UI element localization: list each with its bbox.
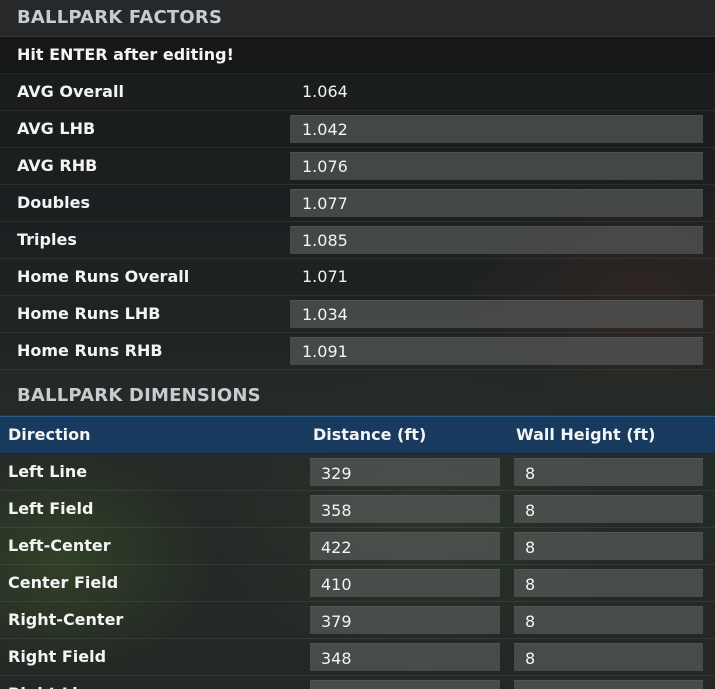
- factor-row-avg-overall: AVG Overall 1.064: [0, 74, 715, 111]
- factor-input-value: 1.076: [302, 157, 348, 176]
- distance-value: 422: [321, 538, 352, 557]
- factor-row-home-runs-lhb: Home Runs LHB 1.034: [0, 296, 715, 333]
- wall-height-value: 8: [525, 612, 536, 631]
- dimensions-table-header: Direction Distance (ft) Wall Height (ft): [0, 416, 715, 454]
- factor-label: Doubles: [17, 193, 90, 212]
- distance-value: 379: [321, 612, 352, 631]
- wall-height-value: 8: [525, 501, 536, 520]
- factor-input-value: 1.034: [302, 305, 348, 324]
- wall-height-value: 8: [525, 464, 536, 483]
- factor-input-avg-rhb[interactable]: 1.076: [290, 152, 703, 180]
- distance-value: 410: [321, 575, 352, 594]
- factor-label: AVG Overall: [17, 82, 124, 101]
- dimension-row-right-center: Right-Center 379 8: [0, 602, 715, 639]
- distance-value: 329: [321, 464, 352, 483]
- factor-row-doubles: Doubles 1.077: [0, 185, 715, 222]
- column-header-wall-height: Wall Height (ft): [516, 425, 656, 444]
- distance-value: 358: [321, 501, 352, 520]
- direction-label: Right Field: [8, 647, 107, 666]
- direction-label: Right-Center: [8, 610, 124, 629]
- distance-input[interactable]: 422: [310, 532, 500, 560]
- distance-input[interactable]: 348: [310, 643, 500, 671]
- column-header-direction: Direction: [8, 425, 91, 444]
- factor-label: Home Runs LHB: [17, 304, 161, 323]
- factor-input-value: 1.042: [302, 120, 348, 139]
- wall-height-input[interactable]: 8: [514, 680, 703, 689]
- distance-input[interactable]: 379: [310, 606, 500, 634]
- dimension-row-left-line: Left Line 329 8: [0, 454, 715, 491]
- factor-input-value: 1.091: [302, 342, 348, 361]
- factor-row-avg-lhb: AVG LHB 1.042: [0, 111, 715, 148]
- factor-row-home-runs-overall: Home Runs Overall 1.071: [0, 259, 715, 296]
- ballpark-factors-title: BALLPARK FACTORS: [0, 0, 715, 37]
- factor-label: Triples: [17, 230, 77, 249]
- distance-value: 348: [321, 649, 352, 668]
- dimension-row-left-center: Left-Center 422 8: [0, 528, 715, 565]
- factor-input-triples[interactable]: 1.085: [290, 226, 703, 254]
- factor-value: 1.071: [302, 267, 348, 286]
- wall-height-input[interactable]: 8: [514, 569, 703, 597]
- wall-height-input[interactable]: 8: [514, 532, 703, 560]
- wall-height-input[interactable]: 8: [514, 458, 703, 486]
- direction-label: Left-Center: [8, 536, 111, 555]
- wall-height-input[interactable]: 8: [514, 606, 703, 634]
- factor-input-doubles[interactable]: 1.077: [290, 189, 703, 217]
- wall-height-value: 8: [525, 649, 536, 668]
- distance-input[interactable]: 410: [310, 569, 500, 597]
- factor-input-value: 1.077: [302, 194, 348, 213]
- factor-input-home-runs-lhb[interactable]: 1.034: [290, 300, 703, 328]
- factor-label: AVG LHB: [17, 119, 96, 138]
- distance-input[interactable]: 329: [310, 458, 500, 486]
- factor-row-home-runs-rhb: Home Runs RHB 1.091: [0, 333, 715, 370]
- distance-input[interactable]: 350: [310, 680, 500, 689]
- direction-label: Right Line: [8, 676, 100, 689]
- wall-height-input[interactable]: 8: [514, 643, 703, 671]
- factor-label: AVG RHB: [17, 156, 98, 175]
- factor-value: 1.064: [302, 82, 348, 101]
- wall-height-input[interactable]: 8: [514, 495, 703, 523]
- edit-hint-row: Hit ENTER after editing!: [0, 37, 715, 74]
- factor-input-home-runs-rhb[interactable]: 1.091: [290, 337, 703, 365]
- dimension-row-center-field: Center Field 410 8: [0, 565, 715, 602]
- wall-height-value: 8: [525, 575, 536, 594]
- factor-row-triples: Triples 1.085: [0, 222, 715, 259]
- wall-height-value: 8: [525, 681, 535, 689]
- column-header-distance: Distance (ft): [313, 425, 427, 444]
- direction-label: Left Line: [8, 462, 88, 481]
- dimension-row-left-field: Left Field 358 8: [0, 491, 715, 528]
- factor-input-avg-lhb[interactable]: 1.042: [290, 115, 703, 143]
- distance-input[interactable]: 358: [310, 495, 500, 523]
- edit-hint-text: Hit ENTER after editing!: [17, 45, 234, 64]
- direction-label: Left Field: [8, 499, 94, 518]
- direction-label: Center Field: [8, 573, 119, 592]
- ballpark-dimensions-title: BALLPARK DIMENSIONS: [0, 370, 715, 416]
- factor-label: Home Runs RHB: [17, 341, 163, 360]
- factor-input-value: 1.085: [302, 231, 348, 250]
- factor-row-avg-rhb: AVG RHB 1.076: [0, 148, 715, 185]
- dimension-row-right-field: Right Field 348 8: [0, 639, 715, 676]
- dimension-row-right-line: Right Line 350 8: [0, 676, 715, 689]
- factor-label: Home Runs Overall: [17, 267, 190, 286]
- wall-height-value: 8: [525, 538, 536, 557]
- distance-value: 350: [321, 681, 352, 689]
